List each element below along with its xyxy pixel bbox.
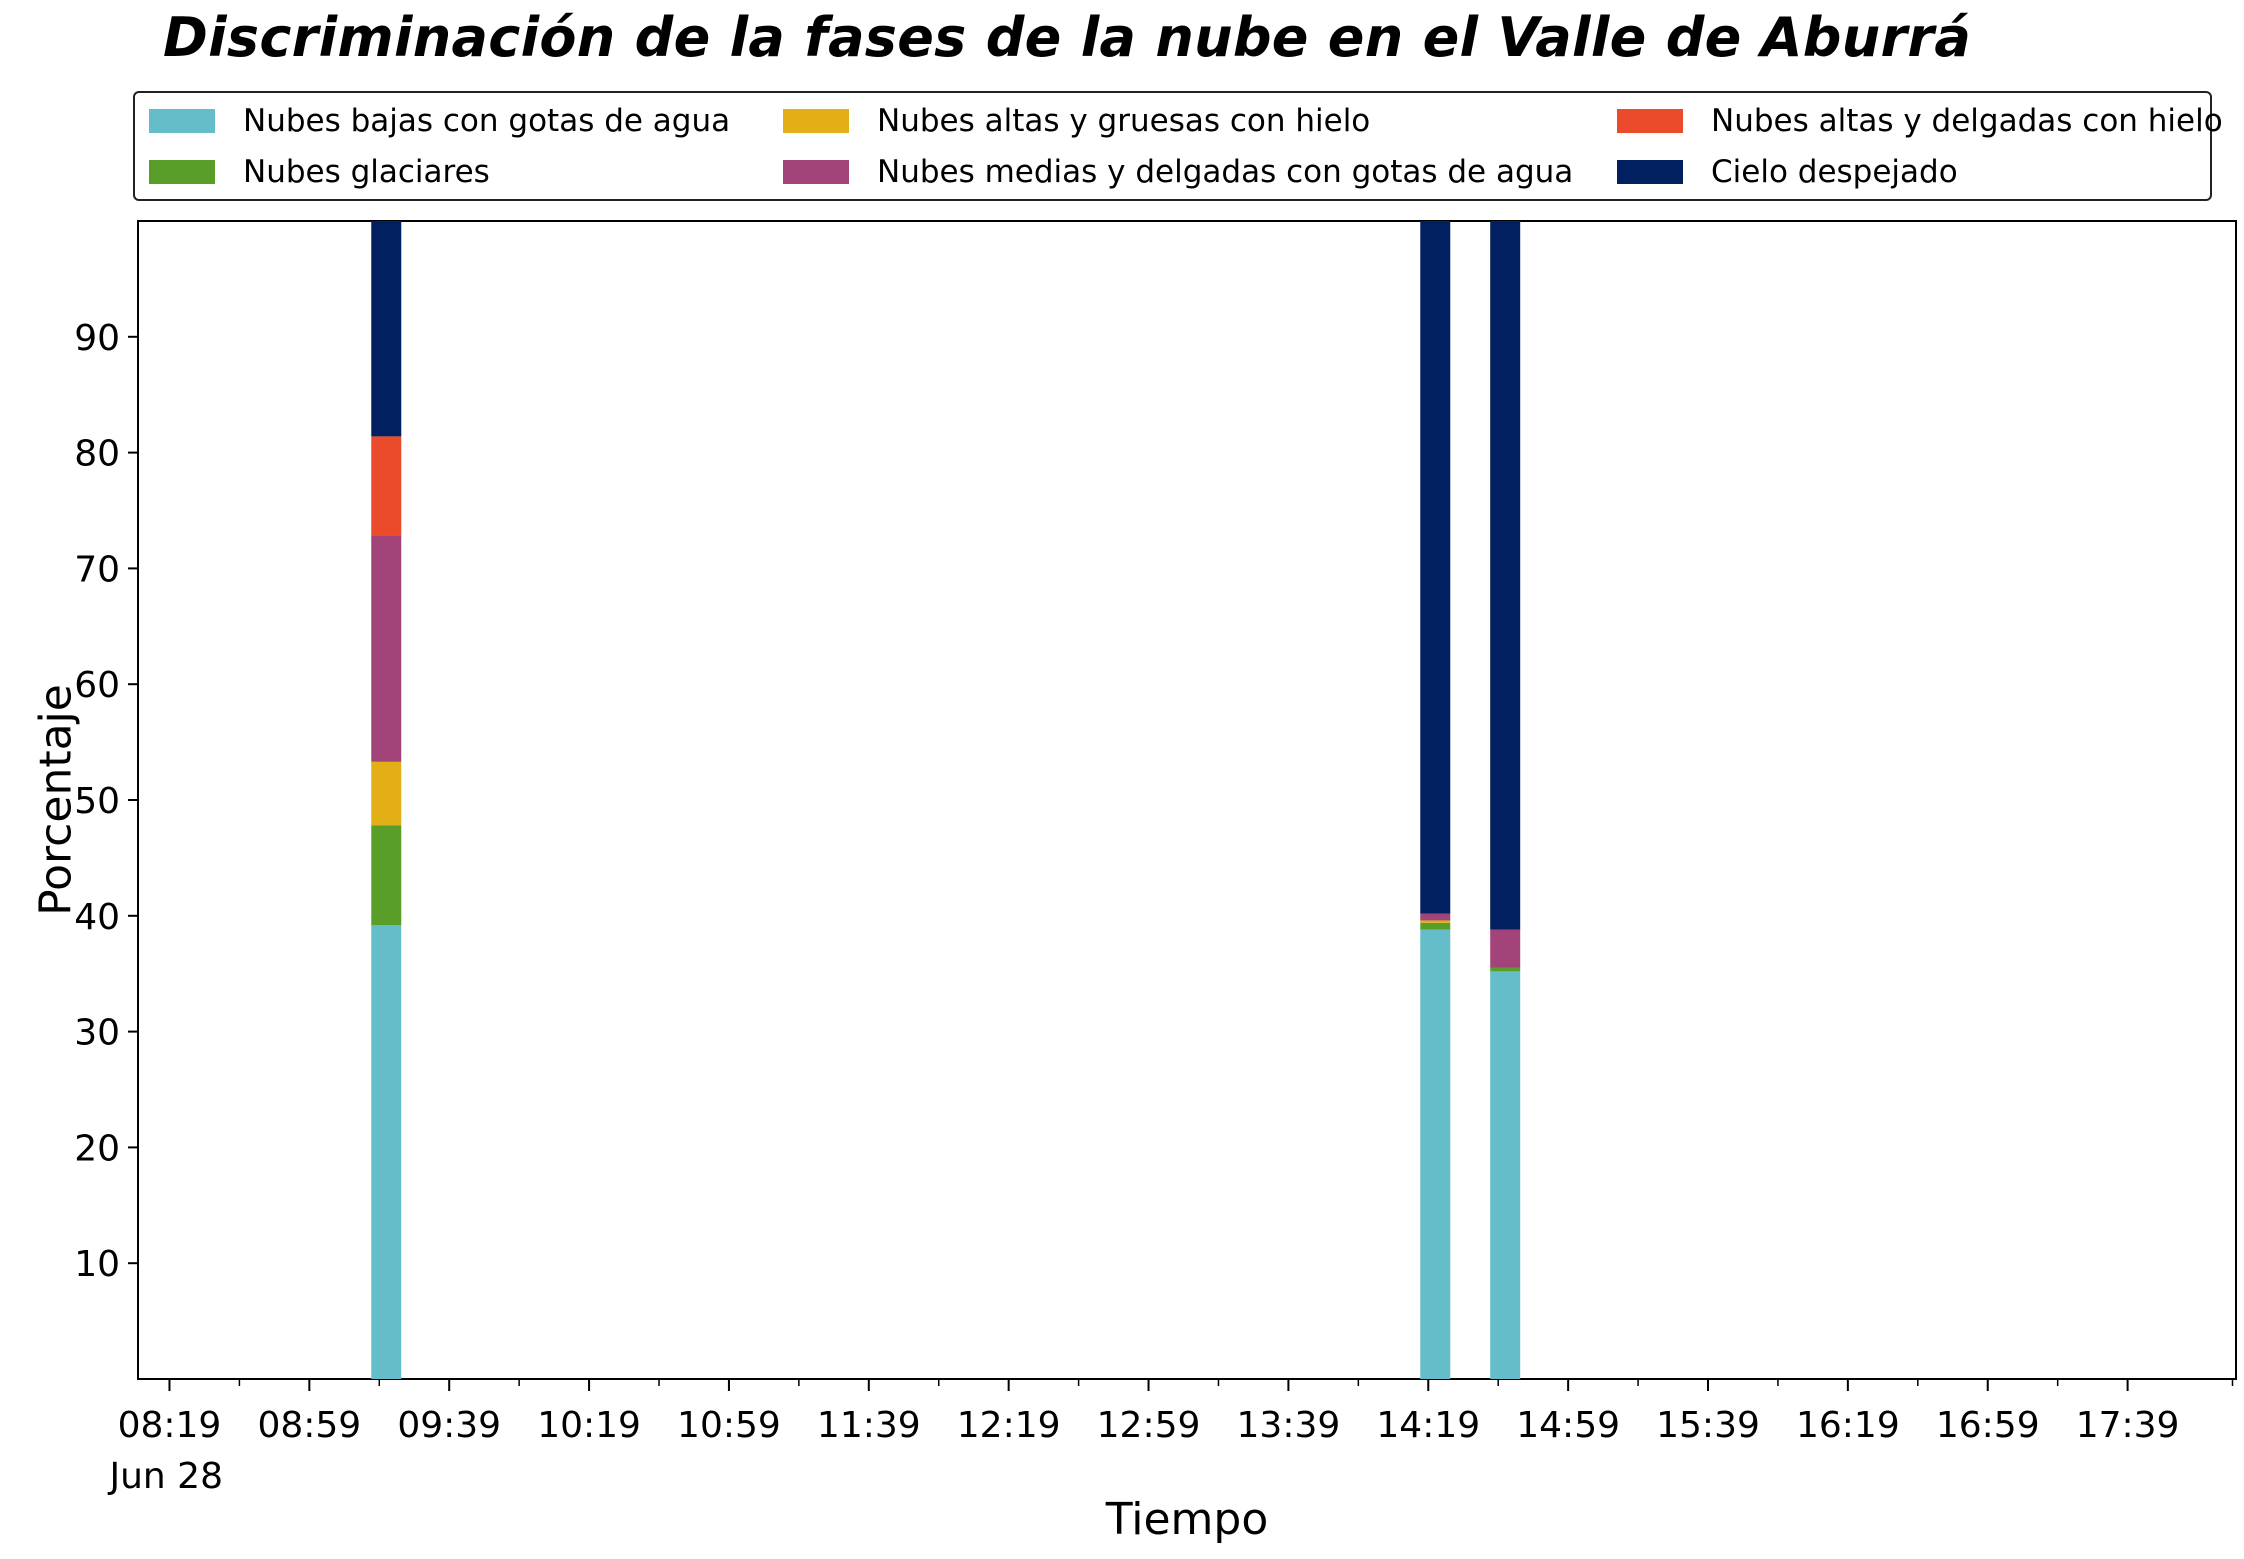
x-tick-label-5: 11:39 xyxy=(817,1405,921,1446)
x-tick-label-6: 12:19 xyxy=(957,1405,1061,1446)
y-tick-label-40: 40 xyxy=(74,897,120,938)
legend-swatch-4 xyxy=(1617,109,1683,133)
x-axis-label: Tiempo xyxy=(1105,1494,1269,1545)
y-tick-label-10: 10 xyxy=(74,1244,120,1285)
bar-segment-0-5 xyxy=(371,221,402,437)
legend-item-0: Nubes bajas con gotas de agua xyxy=(149,101,730,141)
bar-segment-0-3 xyxy=(371,535,402,762)
bar-segment-0-2 xyxy=(371,761,402,826)
x-tick-label-9: 14:19 xyxy=(1376,1405,1480,1446)
x-tick-label-10: 14:59 xyxy=(1516,1405,1620,1446)
bar-segment-1-5 xyxy=(1420,221,1451,914)
bar-segment-2-3 xyxy=(1490,929,1521,968)
legend-label-2: Nubes altas y gruesas con hielo xyxy=(877,103,1371,139)
legend-item-1: Nubes glaciares xyxy=(149,152,490,192)
x-tick-label-13: 16:59 xyxy=(1936,1405,2040,1446)
y-axis-label: Porcentaje xyxy=(30,684,81,916)
chart-legend: Nubes bajas con gotas de agua Nubes glaci… xyxy=(133,91,2223,201)
x-axis-date-label: Jun 28 xyxy=(107,1456,223,1497)
bars-layer xyxy=(371,221,1521,1379)
legend-swatch-1 xyxy=(149,160,215,184)
x-tick-label-7: 12:59 xyxy=(1097,1405,1201,1446)
legend-label-0: Nubes bajas con gotas de agua xyxy=(243,103,731,139)
y-axis: 10 20 30 40 50 60 70 80 90 xyxy=(74,318,138,1285)
bar-segment-2-0 xyxy=(1490,971,1521,1379)
legend-swatch-5 xyxy=(1617,160,1683,184)
legend-item-4: Nubes altas y delgadas con hielo xyxy=(1617,101,2223,141)
y-tick-label-90: 90 xyxy=(74,318,120,359)
bar-segment-2-5 xyxy=(1490,221,1521,930)
y-tick-label-30: 30 xyxy=(74,1013,120,1054)
legend-label-4: Nubes altas y delgadas con hielo xyxy=(1711,103,2223,139)
x-tick-label-14: 17:39 xyxy=(2076,1405,2180,1446)
legend-label-1: Nubes glaciares xyxy=(243,154,490,190)
x-tick-label-8: 13:39 xyxy=(1237,1405,1341,1446)
y-tick-label-20: 20 xyxy=(74,1128,120,1169)
bar-segment-0-0 xyxy=(371,925,402,1379)
bar-segment-0-1 xyxy=(371,825,402,926)
x-tick-label-12: 16:19 xyxy=(1796,1405,1900,1446)
x-tick-label-4: 10:59 xyxy=(677,1405,781,1446)
plot-area-frame xyxy=(137,220,2237,1380)
y-tick-label-50: 50 xyxy=(74,781,120,822)
x-tick-label-3: 10:19 xyxy=(537,1405,641,1446)
x-tick-label-2: 09:39 xyxy=(397,1405,501,1446)
x-tick-label-11: 15:39 xyxy=(1656,1405,1760,1446)
legend-item-5: Cielo despejado xyxy=(1617,152,1958,192)
bar-segment-1-2 xyxy=(1420,920,1451,923)
chart-title: Discriminación de la fases de la nube en… xyxy=(163,6,1972,69)
legend-label-5: Cielo despejado xyxy=(1711,154,1958,190)
x-tick-label-0: 08:19 xyxy=(118,1405,222,1446)
y-tick-label-60: 60 xyxy=(74,665,120,706)
y-tick-label-80: 80 xyxy=(74,434,120,475)
legend-item-2: Nubes altas y gruesas con hielo xyxy=(783,101,1370,141)
legend-item-3: Nubes medias y delgadas con gotas de agu… xyxy=(783,152,1573,192)
y-tick-label-70: 70 xyxy=(74,549,120,590)
bar-segment-2-1 xyxy=(1490,967,1521,972)
legend-swatch-3 xyxy=(783,160,849,184)
bar-stack-14:21 xyxy=(1420,221,1451,1379)
bar-stack-14:41 xyxy=(1490,221,1521,1379)
bar-stack-09:21 xyxy=(371,221,402,1379)
x-tick-label-1: 08:59 xyxy=(257,1405,361,1446)
legend-label-3: Nubes medias y delgadas con gotas de agu… xyxy=(877,154,1574,190)
legend-swatch-0 xyxy=(149,109,215,133)
bar-segment-1-3 xyxy=(1420,913,1451,921)
bar-segment-0-4 xyxy=(371,436,402,536)
bar-segment-1-0 xyxy=(1420,929,1451,1379)
bar-segment-1-1 xyxy=(1420,922,1451,930)
x-axis: 08:19 08:59 09:39 10:19 10:59 11:39 12:19 12:59… xyxy=(118,1379,2234,1446)
legend-swatch-2 xyxy=(783,109,849,133)
